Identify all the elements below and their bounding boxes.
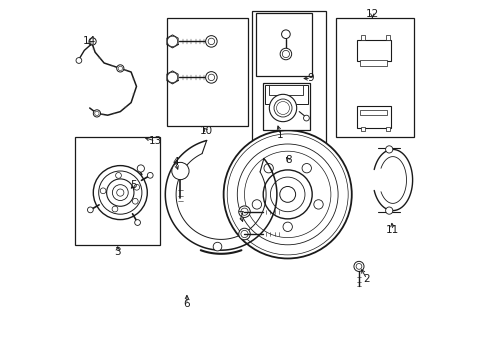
Bar	[361, 35, 365, 40]
Bar	[385, 35, 389, 40]
Circle shape	[100, 188, 106, 194]
Circle shape	[134, 184, 140, 190]
Text: 4: 4	[172, 157, 178, 167]
Bar	[167, 18, 247, 126]
Circle shape	[99, 171, 142, 214]
Circle shape	[263, 170, 311, 219]
Circle shape	[223, 130, 351, 258]
Circle shape	[313, 200, 323, 209]
Circle shape	[252, 200, 261, 209]
Circle shape	[132, 198, 138, 204]
Bar	[356, 40, 390, 61]
Circle shape	[276, 102, 289, 114]
Circle shape	[93, 110, 101, 117]
Circle shape	[134, 220, 140, 225]
Bar	[360, 110, 386, 115]
Bar	[75, 137, 160, 245]
Circle shape	[115, 172, 121, 178]
Circle shape	[264, 163, 273, 173]
Circle shape	[208, 74, 214, 81]
Circle shape	[167, 36, 177, 46]
Circle shape	[137, 165, 144, 172]
Text: 1: 1	[277, 130, 283, 140]
Circle shape	[89, 38, 96, 45]
Circle shape	[147, 172, 153, 178]
Text: 5: 5	[130, 180, 137, 190]
Circle shape	[93, 166, 147, 220]
Circle shape	[269, 94, 296, 122]
Circle shape	[385, 146, 392, 153]
Bar	[251, 11, 325, 155]
Circle shape	[106, 179, 134, 206]
Bar	[264, 85, 307, 104]
Circle shape	[302, 163, 311, 173]
Circle shape	[283, 222, 292, 231]
Text: 12: 12	[365, 9, 378, 19]
Bar	[356, 106, 390, 128]
Text: 10: 10	[200, 126, 213, 136]
Text: 11: 11	[386, 225, 399, 235]
Circle shape	[117, 65, 123, 72]
Circle shape	[281, 30, 289, 39]
Circle shape	[303, 115, 309, 121]
Circle shape	[244, 151, 330, 238]
Bar	[361, 127, 365, 131]
Text: 14: 14	[82, 36, 96, 46]
Circle shape	[87, 207, 93, 213]
Bar	[256, 13, 311, 76]
Circle shape	[95, 111, 99, 116]
Circle shape	[241, 230, 247, 238]
Circle shape	[237, 144, 337, 245]
Circle shape	[167, 72, 177, 82]
Bar	[268, 85, 302, 95]
Bar	[263, 83, 309, 130]
Text: 3: 3	[114, 247, 121, 257]
Circle shape	[213, 242, 222, 251]
Circle shape	[205, 72, 217, 83]
Circle shape	[282, 50, 289, 58]
Circle shape	[353, 261, 363, 271]
Circle shape	[205, 36, 217, 47]
Circle shape	[241, 208, 247, 215]
Bar	[385, 127, 389, 131]
Circle shape	[208, 38, 214, 45]
Circle shape	[270, 177, 305, 212]
Circle shape	[171, 162, 189, 180]
Text: 8: 8	[285, 155, 291, 165]
Circle shape	[112, 206, 118, 212]
Bar	[336, 18, 413, 137]
Bar	[360, 60, 386, 66]
Circle shape	[117, 189, 123, 196]
Text: 7: 7	[237, 211, 244, 221]
Circle shape	[238, 206, 250, 217]
Circle shape	[279, 186, 295, 202]
Circle shape	[355, 264, 361, 269]
Circle shape	[273, 99, 291, 117]
Circle shape	[280, 48, 291, 60]
Text: 13: 13	[149, 136, 162, 146]
Circle shape	[76, 58, 81, 63]
Text: 9: 9	[307, 73, 314, 84]
Text: 2: 2	[363, 274, 369, 284]
Text: 6: 6	[183, 299, 190, 309]
Circle shape	[112, 185, 128, 201]
Circle shape	[385, 207, 392, 214]
Circle shape	[278, 104, 287, 112]
Circle shape	[118, 66, 122, 71]
Circle shape	[238, 228, 250, 240]
Circle shape	[227, 134, 347, 255]
